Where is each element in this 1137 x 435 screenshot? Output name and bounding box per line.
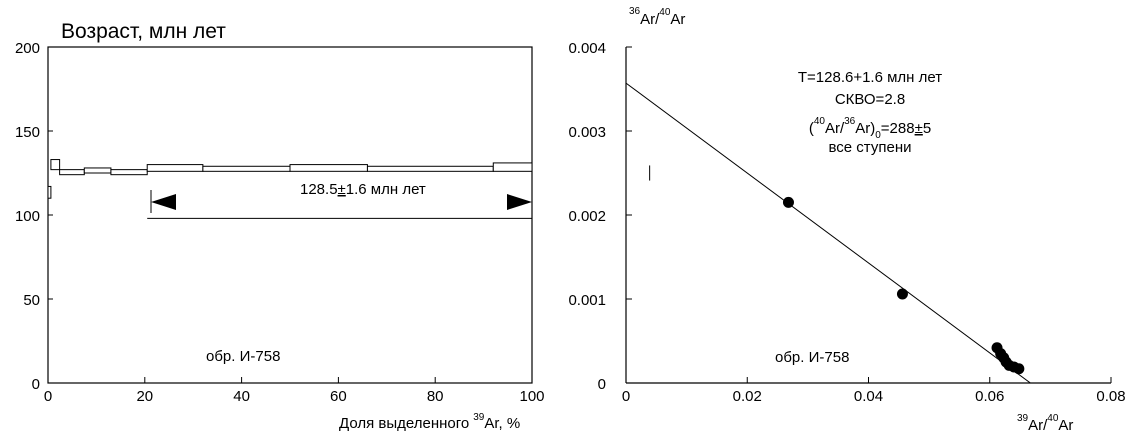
age-step — [50, 159, 61, 171]
chart-title: Возраст, млн лет — [61, 20, 226, 43]
annotation-steps: все ступени — [829, 139, 912, 156]
y-tick-label: 0 — [598, 376, 606, 393]
age-step — [202, 165, 291, 172]
plateau-arrow-right — [507, 194, 532, 210]
x-axis-label: 39Ar/40Ar — [1017, 413, 1073, 434]
age-step — [289, 164, 368, 172]
age-step — [59, 169, 85, 176]
isochron-fit-line — [625, 82, 1031, 384]
x-tick-label: 40 — [233, 388, 250, 405]
age-step — [83, 167, 112, 174]
x-axis-label: Доля выделенного 39Ar, % — [339, 412, 520, 432]
x-tick-label: 0.02 — [733, 388, 762, 405]
y-tick-label: 0.001 — [568, 292, 606, 309]
x-tick-label: 60 — [330, 388, 347, 405]
data-points — [782, 196, 1025, 375]
y-axis: 0 50 100 150 200 — [15, 40, 53, 393]
data-point — [782, 196, 794, 208]
y-tick-label: 0 — [32, 376, 40, 393]
annotation-age: T=128.6+1.6 млн лет — [798, 69, 942, 86]
x-tick-label: 20 — [136, 388, 153, 405]
x-tick-label: 0.04 — [854, 388, 883, 405]
plot-frame — [47, 46, 533, 384]
y-tick-label: 200 — [15, 40, 40, 57]
plateau-arrow: 128.5±1.6 млн лет — [147, 181, 532, 219]
y-tick-label: 0.003 — [568, 124, 606, 141]
plateau-arrow-left — [151, 194, 176, 210]
y-tick-label: 0.002 — [568, 208, 606, 225]
y-axis-label: 36Ar/40Ar — [629, 6, 685, 28]
x-axis: 0 20 40 60 80 100 — [44, 377, 545, 405]
y-axis: 0 0.001 0.002 0.003 0.004 — [568, 40, 632, 393]
age-step — [146, 164, 204, 172]
plateau-label: 128.5±1.6 млн лет — [300, 181, 426, 198]
data-point — [896, 288, 908, 300]
annotation-initial-ratio: (40Ar/36Ar)0=288±5 — [809, 116, 931, 141]
result-annotation: T=128.6+1.6 млн лет СКВО=2.8 (40Ar/36Ar)… — [798, 69, 942, 156]
x-tick-label: 0.08 — [1096, 388, 1125, 405]
x-tick-label: 80 — [427, 388, 444, 405]
x-tick-label: 0 — [44, 388, 52, 405]
x-axis: 0 0.02 0.04 0.06 0.08 — [622, 377, 1126, 405]
y-tick-label: 150 — [15, 124, 40, 141]
age-step — [366, 165, 494, 172]
y-tick-label: 0.004 — [568, 40, 606, 57]
age-step — [492, 162, 533, 172]
sample-label: обр. И-758 — [775, 349, 849, 366]
age-step — [110, 169, 148, 176]
x-tick-label: 0 — [622, 388, 630, 405]
x-tick-label: 0.06 — [975, 388, 1004, 405]
age-steps — [47, 159, 533, 199]
age-step — [47, 185, 52, 199]
y-tick-label: 50 — [23, 292, 40, 309]
y-tick-label: 100 — [15, 208, 40, 225]
data-point — [1013, 363, 1025, 375]
age-spectrum-chart: Возраст, млн лет 0 50 100 150 200 0 20 40 60 80 1… — [15, 20, 545, 432]
sample-label: обр. И-758 — [206, 348, 280, 365]
x-tick-label: 100 — [519, 388, 544, 405]
annotation-mswd: СКВО=2.8 — [835, 91, 905, 108]
